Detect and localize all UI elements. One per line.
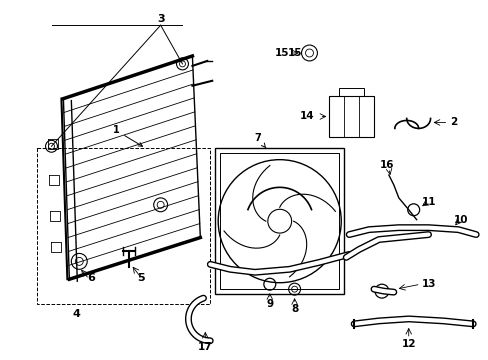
Text: 14: 14 bbox=[299, 112, 314, 121]
Text: 11: 11 bbox=[421, 197, 435, 207]
Text: 12: 12 bbox=[401, 339, 415, 349]
Text: 17: 17 bbox=[198, 342, 212, 352]
Text: 4: 4 bbox=[72, 309, 80, 319]
Text: 9: 9 bbox=[265, 299, 273, 309]
Text: 6: 6 bbox=[87, 273, 95, 283]
Text: 5: 5 bbox=[137, 273, 144, 283]
Text: 1: 1 bbox=[112, 125, 142, 146]
Text: 7: 7 bbox=[254, 133, 265, 148]
Text: 8: 8 bbox=[290, 304, 298, 314]
Text: 2: 2 bbox=[449, 117, 456, 127]
Text: 15: 15 bbox=[275, 48, 289, 58]
Text: 10: 10 bbox=[453, 215, 468, 225]
Text: 15: 15 bbox=[287, 48, 301, 58]
Text: 3: 3 bbox=[157, 14, 164, 24]
Text: 13: 13 bbox=[421, 279, 435, 289]
Text: 16: 16 bbox=[379, 160, 393, 170]
